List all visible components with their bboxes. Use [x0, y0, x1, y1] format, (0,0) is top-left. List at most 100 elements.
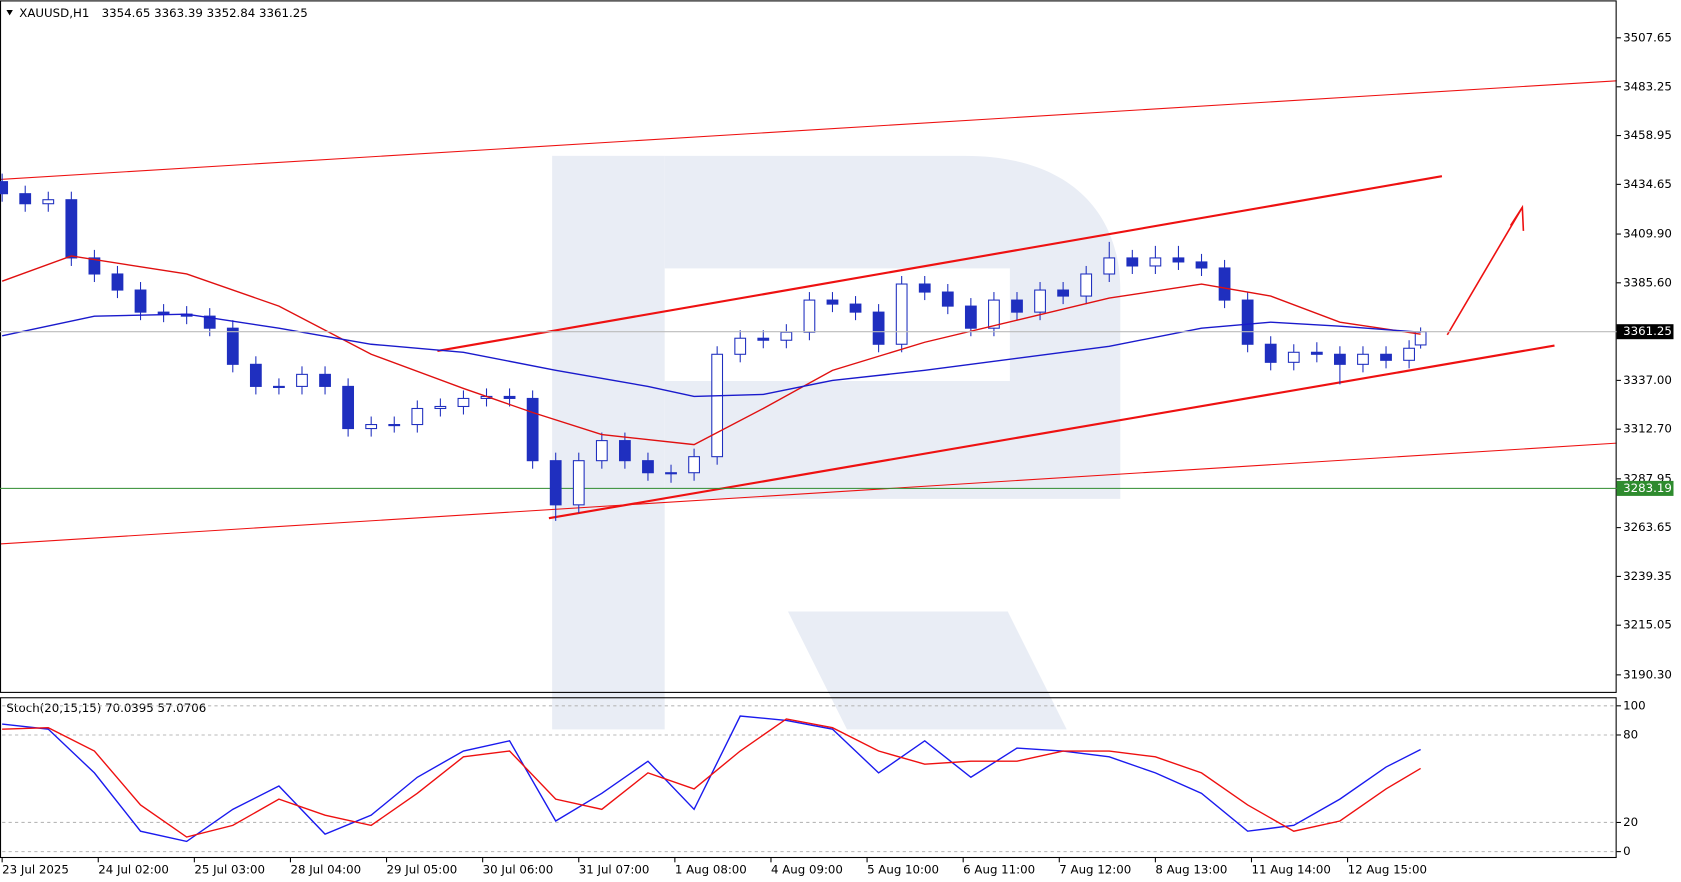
candle-body [503, 395, 516, 399]
y-tick-label: 3507.65 [1623, 30, 1672, 44]
candle-body [964, 305, 977, 329]
candle-body [342, 385, 355, 430]
x-tick-label: 23 Jul 2025 [2, 862, 69, 876]
candle-body [572, 460, 585, 506]
candle-body [457, 397, 470, 408]
candle-body [65, 199, 78, 259]
current-price-tag [1616, 324, 1674, 340]
channel-line [437, 175, 1443, 353]
channel-line [548, 344, 1555, 520]
indicator-line [1, 255, 1421, 446]
candle-body [157, 311, 170, 315]
candle-body [1172, 257, 1185, 263]
candle-body [595, 440, 608, 462]
stoch-k-value: 70.0395 [105, 700, 154, 714]
x-tick-label: 28 Jul 04:00 [290, 862, 361, 876]
candle-body [134, 289, 147, 313]
y-tick-label: 3312.70 [1623, 422, 1672, 436]
x-tick-label: 24 Jul 02:00 [98, 862, 169, 876]
x-tick-label: 11 Aug 14:00 [1251, 862, 1330, 876]
candle-body [734, 337, 747, 355]
candle-body [296, 373, 308, 387]
candle-body [42, 199, 55, 205]
indicator-line [2, 715, 1421, 843]
candle-body [249, 363, 262, 387]
candle-body [918, 283, 931, 293]
candle-body [411, 407, 424, 426]
y-tick-label: 3190.30 [1623, 667, 1672, 681]
chart-title: XAUUSD,H1 [19, 6, 89, 20]
x-tick-label: 12 Aug 15:00 [1348, 862, 1427, 876]
candle-body [1287, 351, 1300, 363]
trend-lines [0, 80, 1617, 545]
forecast-arrowhead [1509, 204, 1525, 231]
candle-body [1126, 257, 1139, 267]
x-tick-label: 29 Jul 05:00 [387, 862, 458, 876]
stoch-header: Stoch(20,15,15) 70.0395 57.0706 [6, 700, 206, 714]
y-tick-label: 3434.65 [1623, 177, 1672, 191]
watermark [552, 155, 1121, 730]
candle-body [1195, 261, 1208, 269]
x-tick-label: 1 Aug 08:00 [675, 862, 747, 876]
forecast-arrow [1446, 206, 1524, 336]
y-tick-label: 80 [1623, 727, 1638, 741]
chart-header: XAUUSD,H1 3354.65 3363.39 3352.84 3361.2… [19, 6, 307, 20]
candle-body [711, 353, 724, 458]
y-tick-label: 100 [1623, 698, 1646, 712]
candle-body [434, 405, 447, 410]
candle-body [872, 311, 885, 345]
y-tick-label: 3458.95 [1623, 128, 1672, 142]
x-tick-label: 4 Aug 09:00 [771, 862, 843, 876]
candle-body [1034, 289, 1046, 313]
candle-body [273, 385, 285, 389]
candle-body [526, 397, 539, 462]
candle-body [111, 273, 124, 291]
x-tick-label: 7 Aug 12:00 [1059, 862, 1131, 876]
candle-body [895, 283, 908, 345]
stoch-title: Stoch(20,15,15) [6, 700, 101, 714]
candle-body [319, 373, 331, 387]
candle-body [780, 331, 793, 341]
candle-body [1103, 257, 1116, 275]
candle-body [1403, 347, 1415, 361]
candle-body [826, 299, 839, 305]
candle-body [1264, 343, 1277, 363]
low-value: 3352.84 [207, 6, 256, 20]
candle-body [941, 291, 954, 307]
x-tick-label: 25 Jul 03:00 [194, 862, 265, 876]
high-value: 3363.39 [154, 6, 203, 20]
candle-body [757, 337, 770, 341]
candle-body [988, 299, 1000, 329]
watermark-leg [787, 611, 1067, 730]
y-tick-label: 3337.00 [1623, 373, 1672, 387]
y-tick-label: 3483.25 [1623, 79, 1672, 93]
indicator-line [2, 718, 1421, 838]
candle-body [1357, 353, 1369, 365]
open-value: 3354.65 [102, 6, 151, 20]
stoch-d-value: 57.0706 [158, 700, 207, 714]
close-value: 3361.25 [259, 6, 308, 20]
watermark-stem [552, 155, 665, 730]
watermark-bowl [664, 155, 1121, 499]
y-tick-label: 3263.65 [1623, 520, 1672, 534]
candle-body [1080, 273, 1093, 297]
y-tick-label: 20 [1623, 815, 1638, 829]
level-tag-label: 3283.19 [1623, 481, 1672, 495]
channel-line [0, 80, 1617, 180]
x-tick-label: 6 Aug 11:00 [963, 862, 1035, 876]
stoch-panel-border [0, 697, 1617, 859]
main-panel-border [0, 0, 1617, 693]
symbol-menu-icon [6, 10, 13, 16]
candle-body [1380, 353, 1392, 361]
candle-body [642, 460, 654, 474]
x-tick-label: 30 Jul 06:00 [483, 862, 554, 876]
candle-body [1334, 353, 1346, 365]
candle-body [1310, 351, 1323, 355]
indicator-line [1, 313, 1421, 398]
candle-body [1241, 299, 1254, 345]
candle-body [1057, 289, 1070, 297]
candle-body [549, 460, 562, 506]
candle-body [1011, 299, 1023, 313]
